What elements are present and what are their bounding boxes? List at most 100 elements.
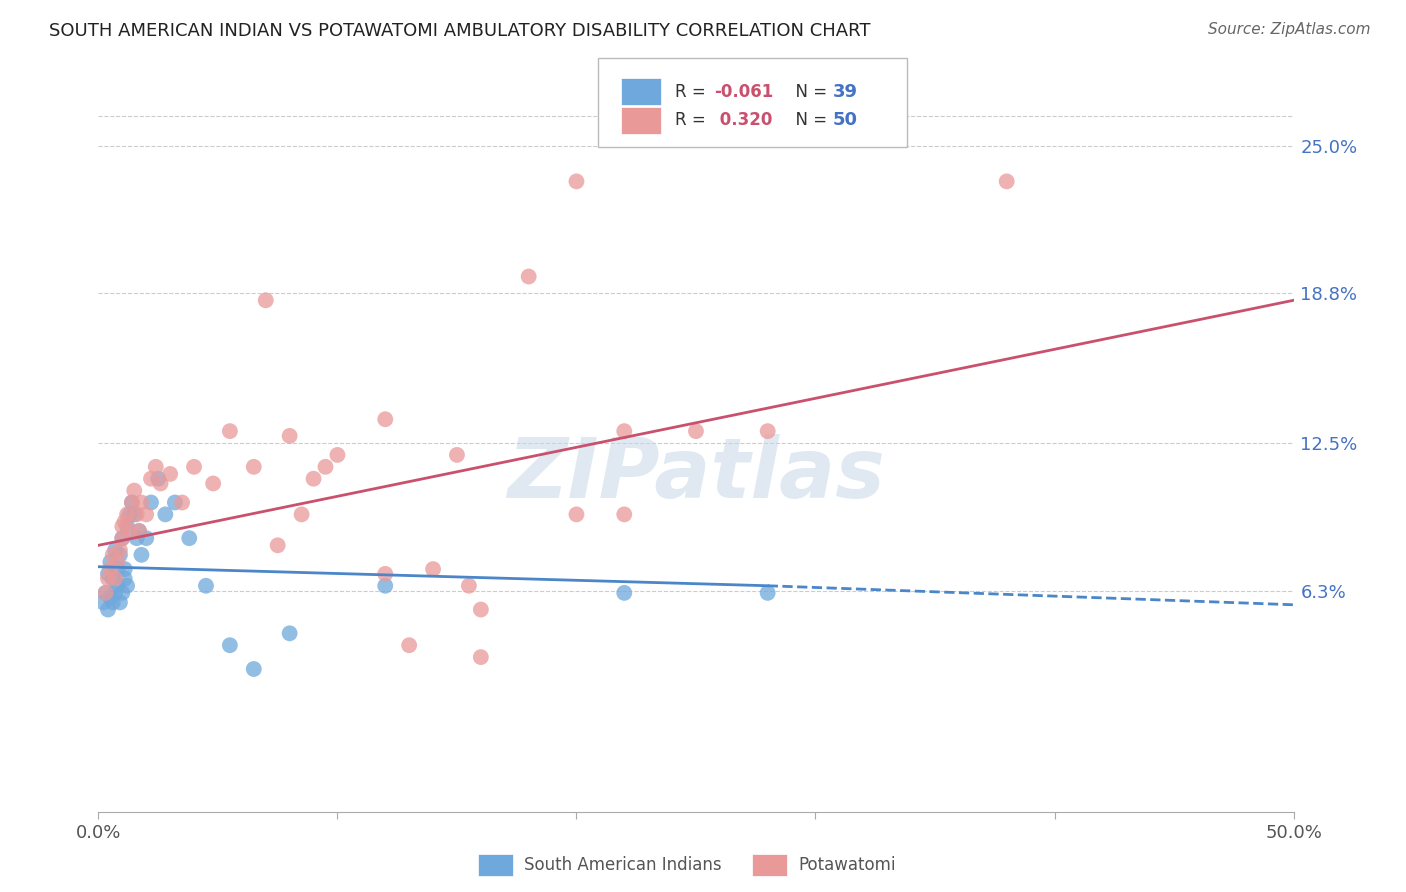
Point bbox=[114, 562, 136, 576]
Point bbox=[202, 476, 225, 491]
Point bbox=[374, 412, 396, 426]
Point bbox=[179, 531, 201, 545]
Point bbox=[98, 555, 122, 569]
Point bbox=[128, 524, 150, 538]
Text: N =: N = bbox=[785, 83, 832, 101]
Point bbox=[219, 424, 242, 438]
Text: South American Indians: South American Indians bbox=[524, 856, 723, 874]
Text: ZIPatlas: ZIPatlas bbox=[508, 434, 884, 515]
Point bbox=[104, 543, 127, 558]
Point bbox=[315, 459, 337, 474]
Point bbox=[195, 579, 218, 593]
Point bbox=[139, 495, 162, 509]
Point bbox=[470, 650, 492, 665]
Point bbox=[108, 548, 131, 562]
Point bbox=[104, 572, 127, 586]
Point bbox=[267, 538, 290, 552]
Text: R =: R = bbox=[675, 83, 711, 101]
Point bbox=[131, 495, 153, 509]
Point bbox=[128, 524, 150, 538]
Point bbox=[565, 508, 588, 522]
Point bbox=[148, 472, 170, 486]
Point bbox=[613, 586, 636, 600]
Point bbox=[94, 586, 117, 600]
Point bbox=[115, 508, 138, 522]
Point bbox=[97, 602, 120, 616]
Point bbox=[756, 586, 779, 600]
Point bbox=[124, 483, 146, 498]
Point bbox=[291, 508, 314, 522]
Text: 39: 39 bbox=[832, 83, 858, 101]
Point bbox=[163, 495, 186, 509]
Point bbox=[243, 459, 266, 474]
Text: Source: ZipAtlas.com: Source: ZipAtlas.com bbox=[1208, 22, 1371, 37]
Text: SOUTH AMERICAN INDIAN VS POTAWATOMI AMBULATORY DISABILITY CORRELATION CHART: SOUTH AMERICAN INDIAN VS POTAWATOMI AMBU… bbox=[49, 22, 870, 40]
Point bbox=[108, 595, 131, 609]
Point bbox=[111, 531, 134, 545]
Point bbox=[219, 638, 242, 652]
Point bbox=[115, 519, 138, 533]
Point bbox=[118, 508, 141, 522]
Point bbox=[114, 572, 136, 586]
Point bbox=[108, 543, 131, 558]
Point bbox=[613, 424, 636, 438]
Point bbox=[374, 579, 396, 593]
Point bbox=[145, 459, 167, 474]
Point bbox=[97, 566, 120, 581]
Point bbox=[139, 472, 162, 486]
Point bbox=[159, 467, 181, 481]
Point bbox=[135, 508, 157, 522]
Point bbox=[111, 586, 134, 600]
Point bbox=[326, 448, 349, 462]
Point bbox=[446, 448, 468, 462]
Point bbox=[121, 495, 143, 509]
Point bbox=[613, 508, 636, 522]
Point bbox=[121, 495, 143, 509]
Text: 0.320: 0.320 bbox=[714, 112, 773, 129]
Point bbox=[517, 269, 540, 284]
Point bbox=[125, 531, 148, 545]
Point bbox=[98, 591, 122, 605]
Point bbox=[104, 586, 127, 600]
Point bbox=[107, 579, 129, 593]
Point bbox=[101, 595, 124, 609]
Point bbox=[118, 524, 141, 538]
Point bbox=[101, 548, 124, 562]
Point bbox=[94, 586, 117, 600]
Text: 50: 50 bbox=[832, 112, 858, 129]
Point bbox=[470, 602, 492, 616]
Point bbox=[685, 424, 707, 438]
Point bbox=[111, 531, 134, 545]
Point bbox=[97, 572, 120, 586]
Point bbox=[131, 548, 153, 562]
Point bbox=[115, 579, 138, 593]
Text: -0.061: -0.061 bbox=[714, 83, 773, 101]
Text: Potawatomi: Potawatomi bbox=[799, 856, 896, 874]
Point bbox=[114, 515, 136, 529]
Point bbox=[107, 555, 129, 569]
Point bbox=[398, 638, 420, 652]
Point bbox=[243, 662, 266, 676]
Point bbox=[155, 508, 177, 522]
Point bbox=[135, 531, 157, 545]
Text: N =: N = bbox=[785, 112, 832, 129]
Point bbox=[172, 495, 194, 509]
Point bbox=[149, 476, 172, 491]
Point bbox=[101, 572, 124, 586]
Point bbox=[107, 562, 129, 576]
Point bbox=[111, 519, 134, 533]
Point bbox=[91, 595, 114, 609]
Point bbox=[183, 459, 205, 474]
Point bbox=[98, 562, 122, 576]
Point bbox=[278, 626, 301, 640]
Point bbox=[254, 293, 277, 308]
Point bbox=[278, 429, 301, 443]
Point bbox=[995, 174, 1018, 188]
Point bbox=[458, 579, 481, 593]
Point bbox=[124, 508, 146, 522]
Text: R =: R = bbox=[675, 112, 711, 129]
Point bbox=[374, 566, 396, 581]
Point bbox=[756, 424, 779, 438]
Point bbox=[125, 508, 148, 522]
Point bbox=[565, 174, 588, 188]
